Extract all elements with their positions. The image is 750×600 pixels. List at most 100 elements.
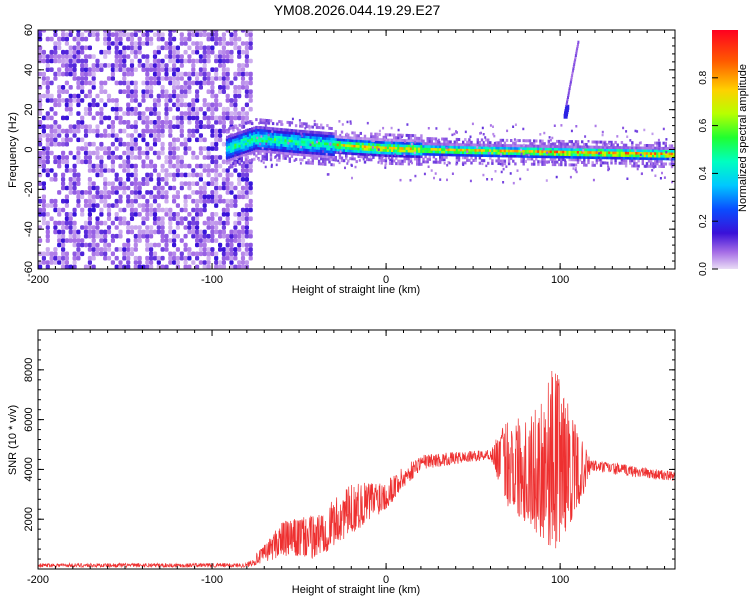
heatmap-cell: [647, 146, 651, 150]
heatmap-cell: [262, 161, 265, 164]
heatmap-cell: [576, 45, 579, 49]
heatmap-cell: [68, 150, 73, 156]
heatmap-cell: [61, 233, 66, 239]
heatmap-cell: [198, 185, 203, 191]
heatmap-cell: [242, 153, 246, 157]
heatmap-cell: [225, 216, 230, 221]
heatmap-cell: [635, 149, 638, 152]
heatmap-cell: [236, 153, 239, 156]
heatmap-cell: [639, 149, 642, 153]
heatmap-cell: [230, 134, 233, 138]
heatmap-cell: [195, 163, 200, 169]
heatmap-cell: [45, 155, 50, 160]
heatmap-cell: [466, 148, 469, 152]
heatmap-cell: [518, 146, 521, 150]
heatmap-cell: [95, 63, 100, 68]
heatmap-cell: [627, 146, 630, 150]
heatmap-cell: [464, 161, 467, 165]
heatmap-cell: [670, 157, 674, 161]
heatmap-cell: [378, 138, 381, 142]
heatmap-cell: [624, 151, 628, 155]
heatmap-cell: [91, 76, 96, 81]
heatmap-cell: [284, 131, 287, 134]
heatmap-cell: [309, 148, 312, 152]
heatmap-cell: [587, 161, 590, 165]
heatmap-cell: [179, 41, 184, 46]
spectrogram-ylabel: Frequency (Hz): [7, 112, 19, 188]
heatmap-cell: [424, 142, 427, 146]
heatmap-cell: [232, 146, 235, 150]
heatmap-cell: [635, 156, 638, 160]
heatmap-cell: [53, 45, 58, 51]
heatmap-cell: [292, 131, 296, 135]
heatmap-cell: [259, 121, 262, 124]
heatmap-cell: [168, 207, 173, 213]
heatmap-cell: [537, 144, 540, 148]
heatmap-cell: [248, 130, 252, 134]
heatmap-cell: [198, 146, 203, 151]
heatmap-cell: [395, 136, 398, 140]
heatmap-cell: [91, 233, 96, 239]
heatmap-cell: [149, 80, 154, 86]
heatmap-cell: [244, 137, 248, 141]
heatmap-cell: [198, 80, 203, 86]
snr-xlabel: Height of straight line (km): [292, 584, 420, 596]
heatmap-cell: [122, 49, 127, 55]
heatmap-cell: [118, 54, 123, 59]
heatmap-cell: [551, 145, 555, 148]
heatmap-cell: [643, 154, 647, 158]
heatmap-cell: [359, 142, 362, 146]
heatmap-cell: [393, 159, 396, 163]
heatmap-cell: [292, 139, 296, 143]
heatmap-cell: [484, 138, 488, 142]
heatmap-cell: [551, 136, 554, 140]
heatmap-cell: [453, 145, 456, 149]
heatmap-cell: [342, 138, 346, 142]
heatmap-cell: [581, 161, 584, 164]
heatmap-cell: [141, 89, 146, 94]
heatmap-cell: [38, 198, 43, 204]
heatmap-cell: [137, 150, 142, 156]
heatmap-cell: [315, 131, 319, 135]
heatmap-cell: [501, 154, 505, 158]
heatmap-cell: [164, 207, 169, 213]
heatmap-cell: [114, 32, 119, 37]
heatmap-cell: [269, 147, 273, 151]
heatmap-cell: [528, 139, 532, 143]
heatmap-cell: [76, 30, 81, 33]
heatmap-cell: [558, 152, 561, 156]
heatmap-cell: [64, 71, 69, 77]
heatmap-cell: [244, 152, 248, 156]
heatmap-cell: [665, 138, 668, 141]
colorbar-tick-label: 0.2: [698, 214, 709, 228]
heatmap-cell: [405, 152, 408, 155]
heatmap-cell: [251, 140, 254, 144]
heatmap-cell: [210, 251, 215, 257]
heatmap-cell: [244, 225, 249, 230]
heatmap-cell: [53, 41, 58, 46]
heatmap-cell: [269, 153, 273, 156]
heatmap-cell: [376, 143, 379, 147]
heatmap-cell: [292, 149, 296, 153]
heatmap-cell: [436, 140, 440, 143]
heatmap-cell: [83, 133, 89, 138]
heatmap-cell: [320, 126, 323, 130]
heatmap-cell: [507, 146, 511, 150]
heatmap-cell: [214, 146, 219, 151]
heatmap-cell: [172, 172, 177, 178]
heatmap-cell: [218, 85, 223, 90]
heatmap-cell: [80, 225, 85, 230]
heatmap-cell: [330, 137, 333, 141]
heatmap-cell: [99, 155, 104, 160]
heatmap-cell: [45, 98, 50, 103]
heatmap-cell: [533, 160, 536, 164]
heatmap-cell: [41, 80, 46, 86]
heatmap-cell: [539, 144, 542, 148]
heatmap-cell: [426, 160, 429, 164]
heatmap-cell: [411, 152, 415, 156]
heatmap-cell: [610, 146, 613, 149]
heatmap-cell: [61, 225, 66, 230]
heatmap-cell: [570, 150, 573, 154]
heatmap-cell: [202, 58, 207, 64]
heatmap-cell: [637, 154, 640, 158]
